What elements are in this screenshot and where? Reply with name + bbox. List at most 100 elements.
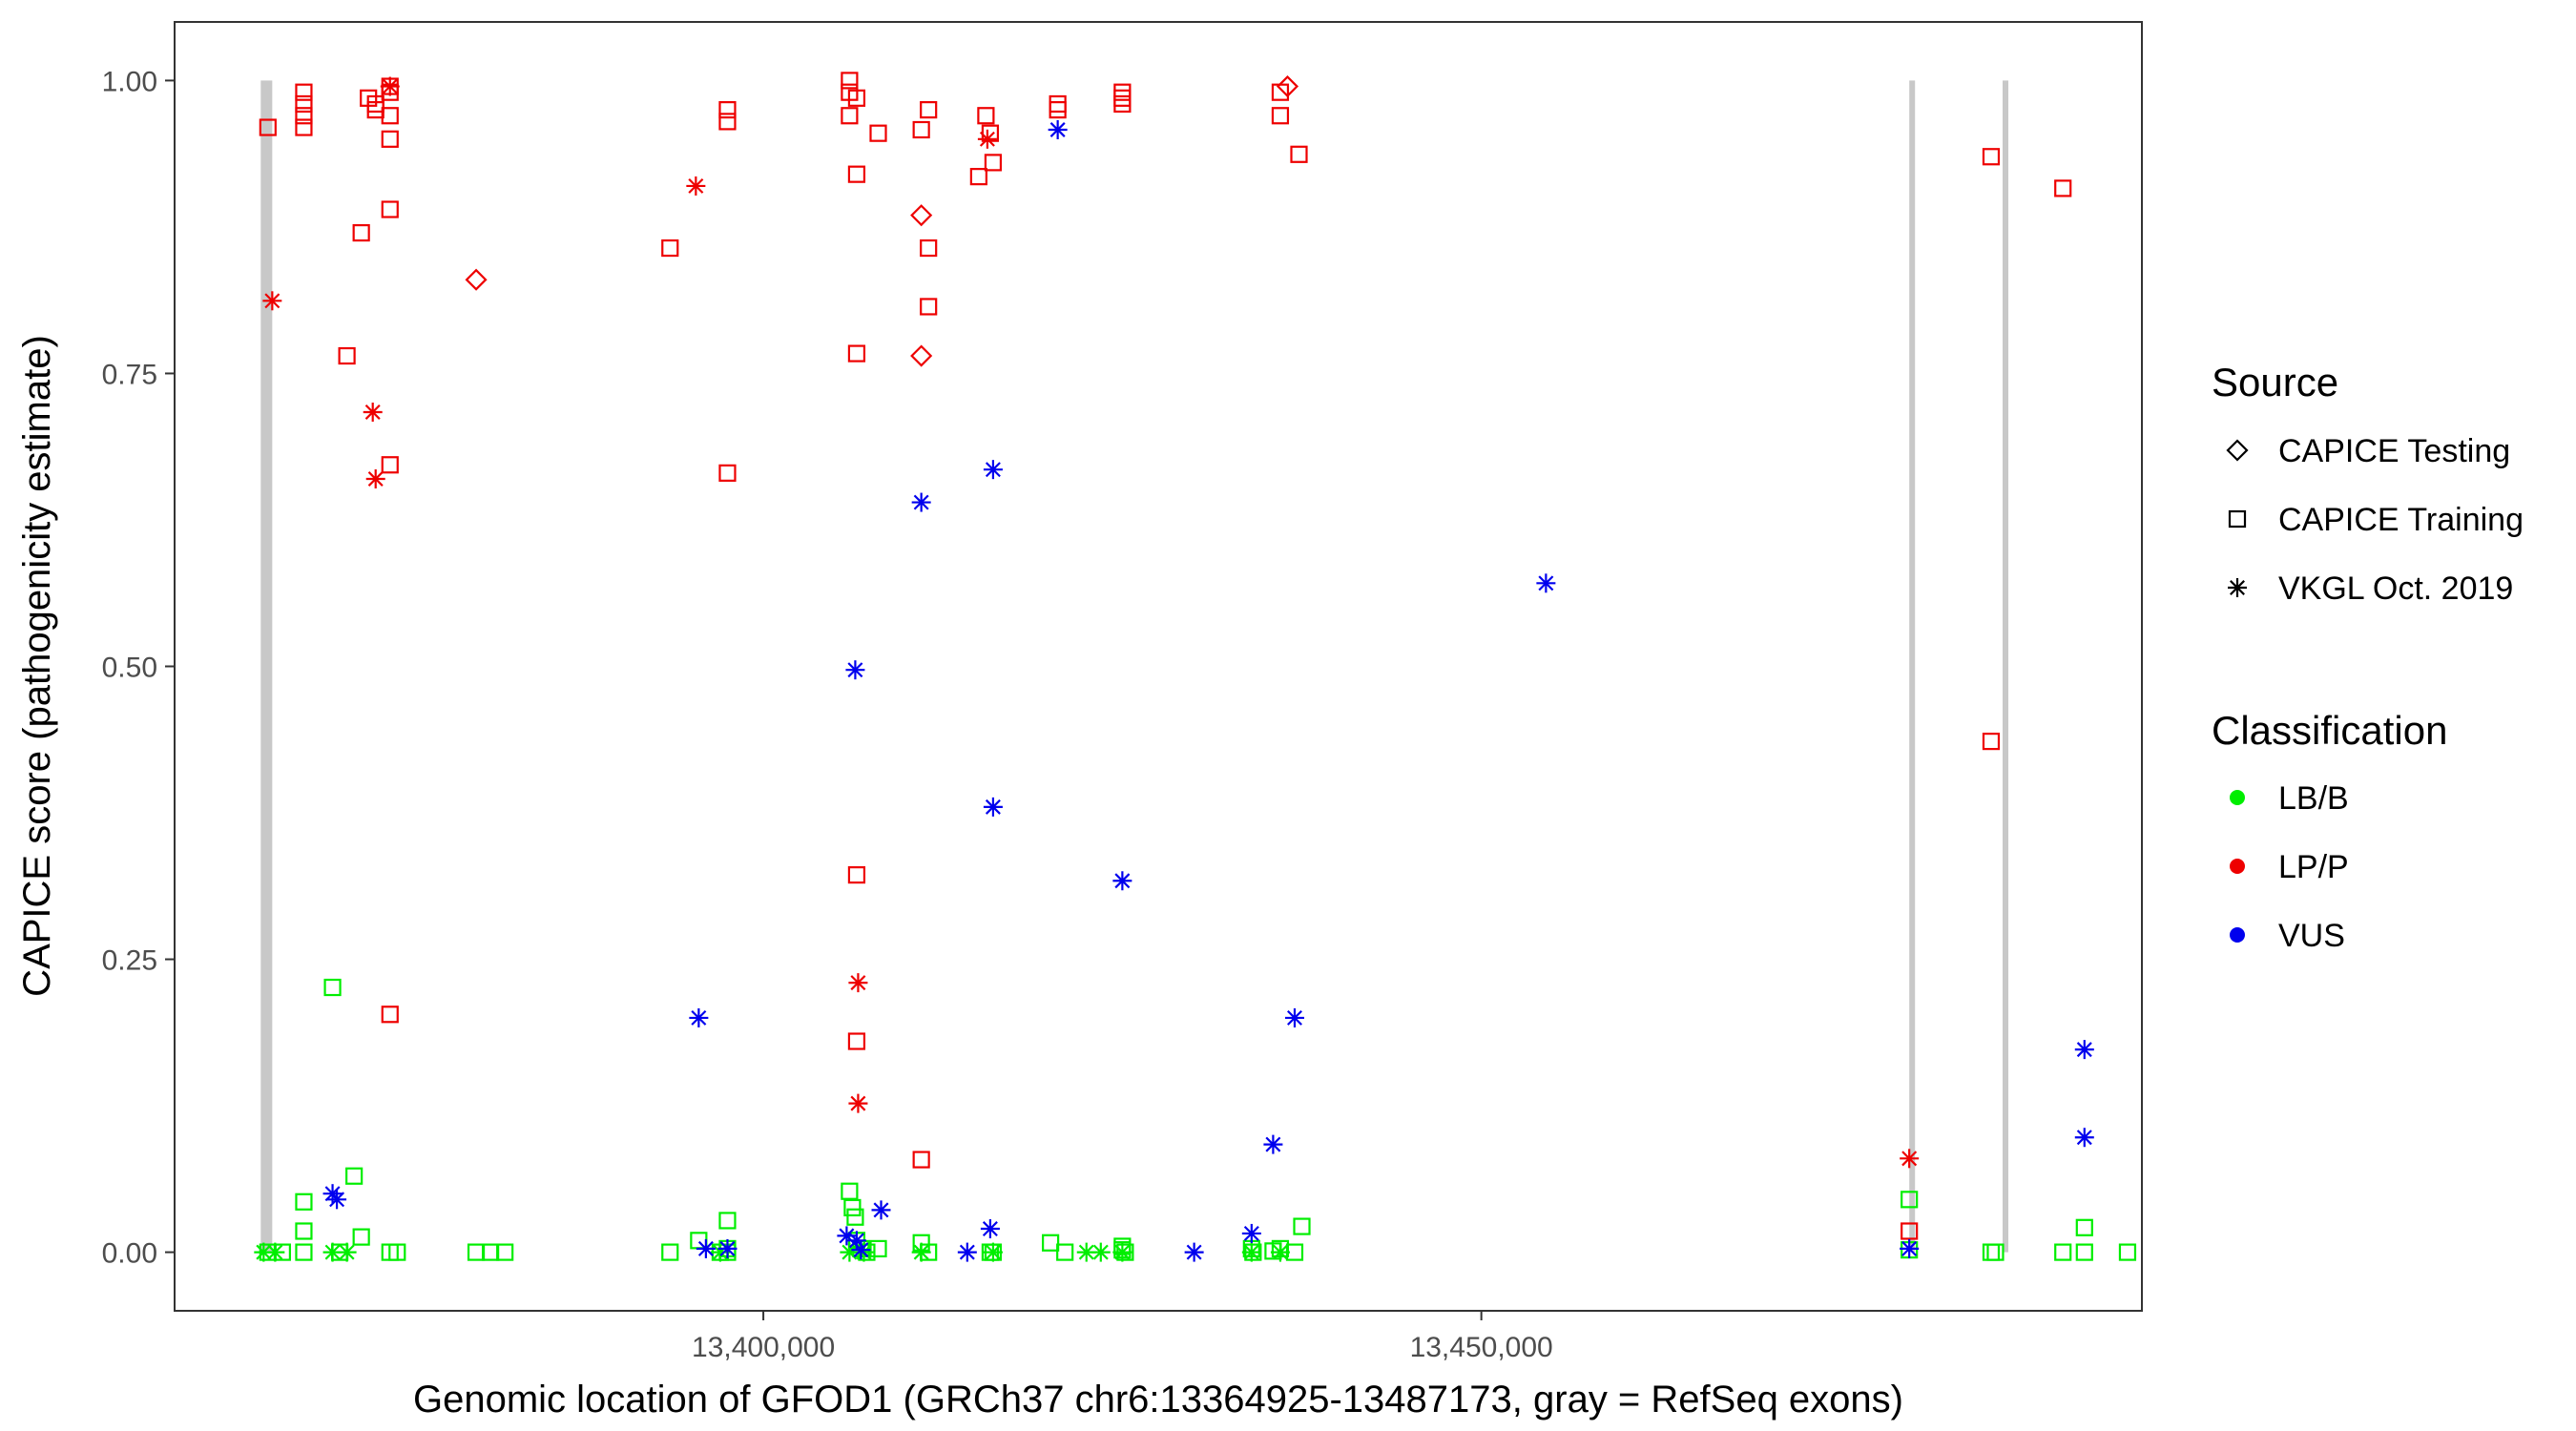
data-point-3-41 [1293, 1217, 1311, 1235]
data-point-4-1 [265, 1242, 285, 1262]
data-point-1-23 [847, 89, 866, 107]
data-point-4-4 [710, 1242, 730, 1262]
data-point-3-20 [841, 1182, 859, 1200]
data-point-1-18 [718, 101, 737, 119]
data-point-3-47 [2075, 1218, 2093, 1236]
data-point-1-25 [847, 344, 866, 363]
data-point-2-2 [365, 468, 385, 488]
data-point-5-10 [911, 492, 931, 512]
data-point-2-4 [686, 176, 706, 196]
data-point-5-4 [717, 1238, 737, 1258]
data-point-5-20 [1284, 1007, 1304, 1027]
axis-layer: 0.00 0.25 0.50 0.75 1.00 13,400,000 13,450,000 [102, 66, 1553, 1363]
data-point-1-11 [381, 107, 399, 125]
data-point-1-4 [295, 118, 313, 136]
exon-band-1 [260, 80, 273, 1253]
data-point-1-40 [1049, 101, 1067, 119]
data-point-0-1 [910, 204, 933, 227]
data-point-0-0 [465, 268, 488, 291]
data-point-3-42 [1901, 1191, 1919, 1209]
exon-layer [260, 80, 2009, 1253]
data-point-5-13 [983, 460, 1003, 480]
data-point-4-8 [983, 1242, 1003, 1262]
legend-class-label-2: VUS [2278, 918, 2345, 954]
data-point-1-19 [718, 113, 737, 131]
data-point-3-22 [846, 1208, 864, 1226]
x-axis-title: Genomic location of GFOD1 (GRCh37 chr6:1… [413, 1379, 1903, 1421]
data-point-1-1 [295, 83, 313, 101]
data-point-5-16 [1112, 871, 1132, 891]
data-point-3-45 [1986, 1243, 2005, 1261]
data-point-3-46 [2054, 1243, 2072, 1261]
data-point-2-1 [363, 402, 383, 422]
data-point-4-7 [911, 1242, 931, 1262]
data-point-5-21 [1536, 573, 1556, 593]
data-point-1-22 [841, 107, 859, 125]
legend-source-key-2 [2228, 578, 2247, 597]
data-point-1-2 [295, 94, 313, 114]
data-point-4-9 [1076, 1242, 1096, 1262]
exon-band-2 [1909, 80, 1916, 1253]
y-tick-label-1: 0.25 [102, 945, 157, 977]
data-point-3-13 [496, 1243, 514, 1261]
legend-class-key-1 [2230, 859, 2245, 874]
data-point-1-47 [1901, 1222, 1919, 1240]
data-point-3-2 [295, 1192, 313, 1211]
data-point-4-3 [337, 1242, 357, 1262]
data-point-3-7 [345, 1167, 364, 1185]
y-tick-label-3: 0.75 [102, 359, 157, 390]
data-point-5-6 [845, 660, 865, 680]
data-point-1-20 [718, 464, 737, 482]
data-point-1-0 [259, 118, 277, 136]
data-point-1-30 [912, 120, 930, 139]
data-point-5-15 [1048, 119, 1068, 139]
data-point-5-22 [1900, 1238, 1920, 1258]
data-point-1-45 [1271, 107, 1290, 125]
data-point-1-34 [912, 1151, 930, 1169]
y-tick-label-0: 0.00 [102, 1238, 157, 1270]
data-point-5-18 [1241, 1223, 1261, 1243]
data-point-2-8 [1900, 1149, 1920, 1169]
legend-class-key-2 [2230, 927, 2245, 943]
legend-source-label-2: VKGL Oct. 2019 [2278, 570, 2513, 607]
data-point-1-6 [352, 223, 370, 242]
data-point-5-2 [689, 1007, 709, 1027]
data-point-5-19 [1263, 1134, 1283, 1154]
y-tick-label-4: 1.00 [102, 66, 157, 97]
legend-class-key-0 [2230, 790, 2245, 805]
data-point-1-12 [381, 130, 399, 148]
data-point-2-5 [848, 973, 868, 993]
data-point-0-2 [910, 344, 933, 367]
data-point-1-48 [1982, 148, 2001, 166]
data-point-3-32 [1056, 1243, 1074, 1261]
data-point-4-13 [1270, 1242, 1290, 1262]
data-point-3-48 [2075, 1243, 2093, 1261]
legend-class-title: Classification [2212, 708, 2447, 753]
data-point-5-14 [983, 797, 1003, 817]
data-point-1-5 [338, 346, 356, 365]
data-point-1-46 [1290, 145, 1308, 163]
legend-source-label-0: CAPICE Testing [2278, 433, 2510, 469]
data-point-1-15 [381, 1006, 399, 1024]
data-point-1-16 [360, 89, 378, 107]
data-point-2-3 [380, 76, 400, 96]
data-point-3-3 [295, 1222, 313, 1240]
data-point-1-33 [920, 298, 938, 316]
data-point-1-43 [1113, 94, 1132, 114]
legend-class-label-0: LB/B [2278, 780, 2349, 817]
data-point-1-37 [984, 154, 1003, 172]
data-point-3-10 [388, 1243, 406, 1261]
data-point-4-5 [840, 1242, 860, 1262]
data-point-3-31 [1042, 1234, 1060, 1252]
data-point-5-8 [851, 1240, 871, 1260]
data-point-3-17 [718, 1212, 737, 1230]
data-point-2-6 [848, 1093, 868, 1113]
data-point-1-26 [847, 866, 866, 884]
data-point-4-11 [1112, 1242, 1132, 1262]
data-point-3-8 [352, 1228, 370, 1246]
data-point-5-24 [2074, 1128, 2094, 1148]
data-point-3-14 [661, 1243, 679, 1261]
data-point-1-49 [1982, 733, 2001, 751]
data-point-1-17 [661, 238, 679, 258]
data-point-1-13 [381, 200, 399, 218]
